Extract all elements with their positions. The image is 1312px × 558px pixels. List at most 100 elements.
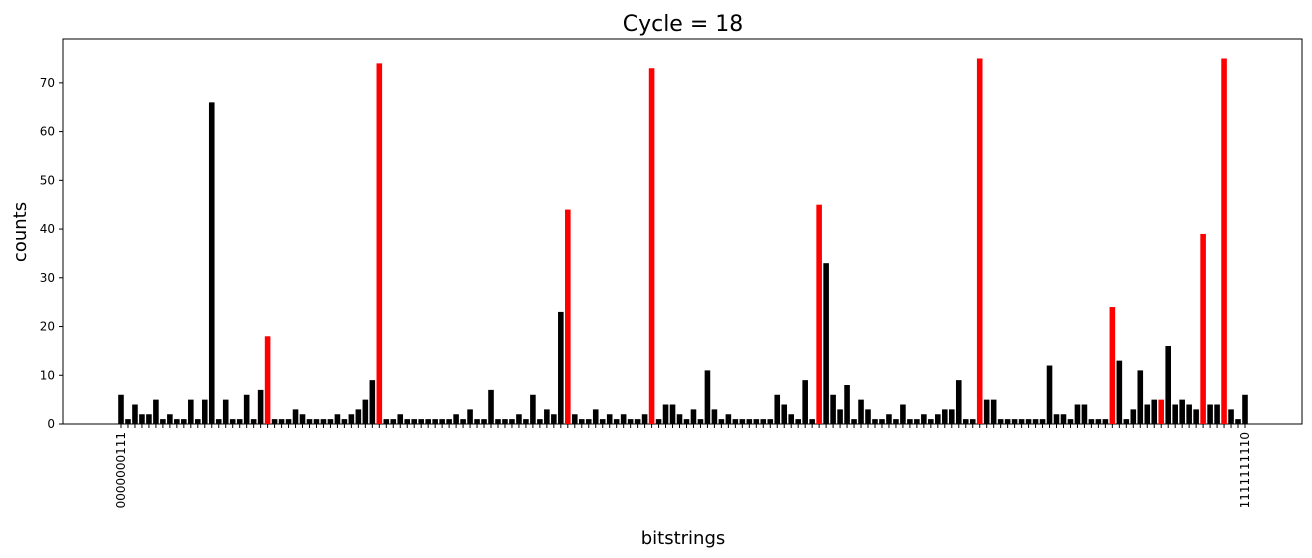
bar	[516, 414, 522, 424]
bar	[195, 419, 201, 424]
bar	[900, 404, 906, 424]
bar	[320, 419, 327, 424]
bar	[753, 419, 760, 424]
bar	[488, 389, 494, 424]
bar	[264, 336, 271, 424]
bar	[544, 409, 550, 424]
bar	[976, 58, 983, 424]
y-tick-label: 40	[40, 222, 55, 236]
bar	[537, 419, 543, 424]
bar	[174, 419, 180, 424]
bar	[181, 419, 187, 424]
bar	[523, 419, 529, 424]
x-tick-label: 1111111110	[1238, 432, 1252, 508]
bar	[278, 419, 285, 424]
bar	[118, 394, 124, 424]
bar	[676, 414, 683, 424]
bar	[404, 419, 411, 424]
bar	[565, 209, 571, 424]
bar	[551, 414, 557, 424]
bar	[1074, 404, 1081, 424]
bar	[990, 399, 997, 424]
bar	[1039, 419, 1046, 424]
bar	[711, 409, 718, 424]
y-tick-label: 0	[47, 417, 55, 431]
bar	[928, 419, 934, 424]
bar	[125, 419, 131, 424]
bar	[509, 419, 515, 424]
bar	[592, 409, 599, 424]
bar	[1235, 419, 1241, 424]
bar	[1004, 419, 1011, 424]
bar	[683, 419, 690, 424]
bar	[369, 380, 376, 424]
bar	[893, 419, 899, 424]
bar	[250, 419, 257, 424]
bar	[146, 414, 152, 424]
bar	[1088, 419, 1095, 424]
bar	[1067, 419, 1074, 424]
bar	[746, 419, 753, 424]
bar	[914, 419, 920, 424]
y-tick-label: 20	[40, 320, 55, 334]
bar	[418, 419, 424, 424]
bar	[334, 414, 341, 424]
bar	[816, 204, 822, 424]
bar	[453, 414, 459, 424]
bar	[397, 414, 404, 424]
bar	[948, 409, 955, 424]
bar	[160, 419, 166, 424]
bar	[243, 394, 250, 424]
bar	[348, 414, 355, 424]
bar	[1214, 404, 1220, 424]
bar	[474, 419, 480, 424]
bar	[732, 419, 739, 424]
bar	[760, 419, 767, 424]
bar	[327, 419, 334, 424]
bar	[606, 414, 613, 424]
bar	[704, 370, 711, 424]
bar	[1207, 404, 1213, 424]
bar	[739, 419, 746, 424]
bar	[446, 419, 452, 424]
bar	[1228, 409, 1234, 424]
bar	[376, 63, 383, 424]
bar	[781, 404, 788, 424]
bar	[153, 399, 159, 424]
bar	[257, 389, 264, 424]
bar	[1081, 404, 1088, 424]
bar	[390, 419, 397, 424]
bar	[571, 414, 578, 424]
bar	[167, 414, 173, 424]
bar	[669, 404, 676, 424]
bar	[306, 419, 313, 424]
bar	[1137, 370, 1144, 424]
chart-title: Cycle = 18	[623, 12, 744, 37]
bar	[558, 311, 564, 424]
bar	[1186, 404, 1192, 424]
bar	[1158, 399, 1165, 424]
bar	[1200, 233, 1206, 424]
bar	[942, 409, 948, 424]
bar	[1144, 404, 1151, 424]
bar	[222, 399, 229, 424]
bar	[578, 419, 585, 424]
bar	[495, 419, 501, 424]
bar	[215, 419, 222, 424]
bar	[1193, 409, 1199, 424]
bar	[229, 419, 236, 424]
bar	[383, 419, 390, 424]
bar	[1102, 419, 1109, 424]
bar	[1172, 404, 1178, 424]
bar	[1165, 346, 1171, 424]
bar	[1060, 414, 1067, 424]
bar	[313, 419, 320, 424]
bar	[983, 399, 990, 424]
bar	[865, 409, 871, 424]
bar	[830, 394, 836, 424]
bar	[355, 409, 362, 424]
bar	[362, 399, 369, 424]
bar	[1151, 399, 1158, 424]
x-tick-label: 0000000111	[114, 432, 128, 508]
